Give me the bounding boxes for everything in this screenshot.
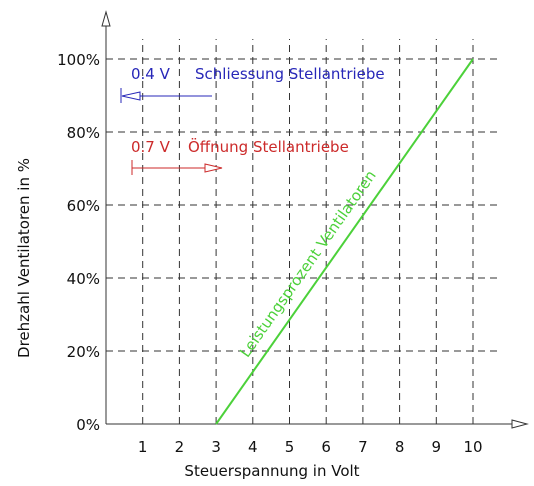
axes: [101, 10, 529, 429]
annotation-open-label: Öffnung Stellantriebe: [188, 137, 349, 156]
series-label: Leistungsprozent Ventilatoren: [236, 167, 380, 361]
x-tick-label: 10: [463, 438, 482, 456]
x-tick-label: 6: [321, 438, 331, 456]
x-tick-label: 9: [432, 438, 442, 456]
y-tick-label: 80%: [67, 124, 100, 142]
annotation-close-arrow: [120, 88, 212, 103]
x-tick-label: 3: [211, 438, 221, 456]
series-line: [215, 58, 474, 425]
annotation-open-arrow: [131, 160, 223, 175]
y-tick-label: 60%: [67, 197, 100, 215]
annotation-close-voltage: 0.4 V: [131, 65, 171, 83]
y-tick-label: 100%: [57, 51, 100, 69]
grid: [106, 39, 498, 424]
y-axis-title: Drehzahl Ventilatoren in %: [15, 158, 33, 358]
annotation-close-label: Schliessung Stellantriebe: [195, 65, 385, 83]
x-axis-arrow: [511, 419, 529, 429]
y-axis-arrow: [101, 10, 111, 27]
x-tick-labels: 1 2 3 4 5 6 7 8 9 10: [138, 438, 483, 456]
x-tick-label: 7: [358, 438, 368, 456]
x-tick-label: 4: [248, 438, 258, 456]
annotation-open-voltage: 0.7 V: [131, 138, 171, 156]
y-tick-labels: 0% 20% 40% 60% 80% 100%: [57, 51, 100, 434]
x-tick-label: 1: [138, 438, 148, 456]
x-tick-label: 2: [175, 438, 185, 456]
y-tick-label: 0%: [76, 416, 100, 434]
x-tick-label: 8: [395, 438, 405, 456]
annotation-close: 0.4 V Schliessung Stellantriebe: [120, 65, 385, 103]
x-tick-label: 5: [285, 438, 295, 456]
series-layer: Leistungsprozent Ventilatoren: [215, 58, 474, 425]
annotation-open: 0.7 V Öffnung Stellantriebe: [131, 137, 349, 175]
y-tick-label: 40%: [67, 270, 100, 288]
x-axis-title: Steuerspannung in Volt: [184, 462, 359, 480]
y-tick-label: 20%: [67, 343, 100, 361]
